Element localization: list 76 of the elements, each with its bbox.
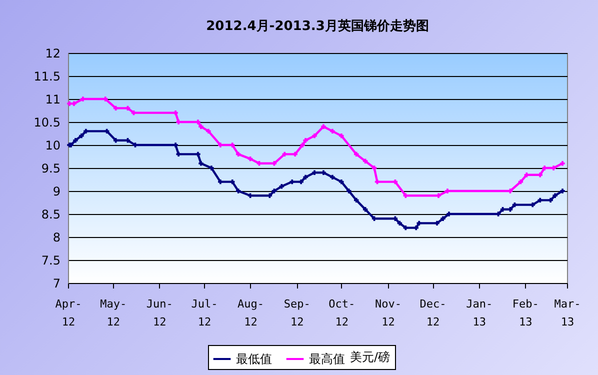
point (372, 166, 377, 170)
y-tick-label: 9.5 (41, 162, 60, 176)
x-tick-label: Feb-13 (512, 298, 539, 328)
point (84, 128, 88, 134)
x-tick-label: Jan-13 (466, 298, 493, 328)
y-tick-label: 9 (52, 184, 60, 198)
x-tick-label: Nov-12 (374, 298, 402, 328)
y-tick-label: 8.5 (41, 208, 60, 222)
point (403, 225, 408, 230)
point (362, 158, 368, 164)
y-tick-label: 7 (52, 276, 60, 290)
point (298, 179, 304, 184)
x-tick-label: Dec-12 (420, 298, 446, 328)
y-tick-label: 11 (45, 92, 60, 106)
point (354, 152, 359, 157)
point (416, 220, 422, 226)
point (560, 188, 565, 194)
x-tick-label: May-12 (100, 298, 127, 328)
point (330, 174, 335, 180)
point (518, 179, 524, 184)
point (173, 110, 178, 116)
point (339, 179, 344, 184)
point (196, 152, 200, 157)
point (79, 133, 84, 138)
point (272, 188, 277, 194)
point (339, 133, 344, 138)
point (330, 128, 335, 134)
point (176, 152, 181, 157)
point (303, 174, 308, 180)
chart-title: 2012.4月-2013.3月英国锑价走势图 (206, 18, 429, 34)
y-tick-label: 11.5 (34, 70, 60, 84)
point (198, 161, 204, 166)
point (279, 184, 284, 189)
legend-label: 最低值 (236, 352, 272, 366)
point (397, 220, 402, 226)
x-tick-label: Mar-13 (554, 298, 581, 328)
point (440, 216, 446, 221)
point (292, 152, 298, 157)
point (230, 179, 235, 184)
point (362, 207, 368, 212)
y-tick-label: 12 (45, 46, 60, 60)
point (434, 220, 440, 226)
point (209, 166, 214, 170)
y-tick-label: 8 (52, 230, 60, 244)
point (218, 179, 223, 184)
x-tick-label: Aug-12 (238, 298, 264, 328)
point (73, 138, 78, 143)
x-tick-label: Apr-12 (55, 298, 82, 328)
point (548, 198, 553, 203)
point (198, 124, 204, 129)
point (312, 133, 317, 138)
y-tick-label: 10 (45, 138, 60, 152)
x-tick-label: Sep-12 (284, 298, 310, 328)
point (552, 193, 558, 198)
point (104, 128, 110, 134)
point (303, 138, 308, 143)
point (290, 179, 294, 184)
point (354, 198, 359, 203)
point (321, 124, 326, 129)
point (346, 188, 352, 194)
point (282, 152, 287, 157)
x-tick-label: Jun-12 (146, 298, 173, 328)
point (236, 188, 241, 194)
point (236, 152, 241, 157)
point (414, 225, 418, 230)
legend-title: 美元/磅 (350, 350, 390, 364)
point (530, 202, 535, 208)
x-tick-label: Jul-12 (191, 298, 218, 328)
y-tick-label: 7.5 (41, 254, 60, 268)
legend-label: 最高值 (309, 352, 345, 366)
point (538, 198, 542, 203)
x-tick-label: Oct-12 (328, 298, 356, 328)
point (206, 128, 211, 134)
point (560, 161, 565, 166)
point (300, 142, 305, 148)
y-tick-label: 10.5 (34, 116, 60, 130)
